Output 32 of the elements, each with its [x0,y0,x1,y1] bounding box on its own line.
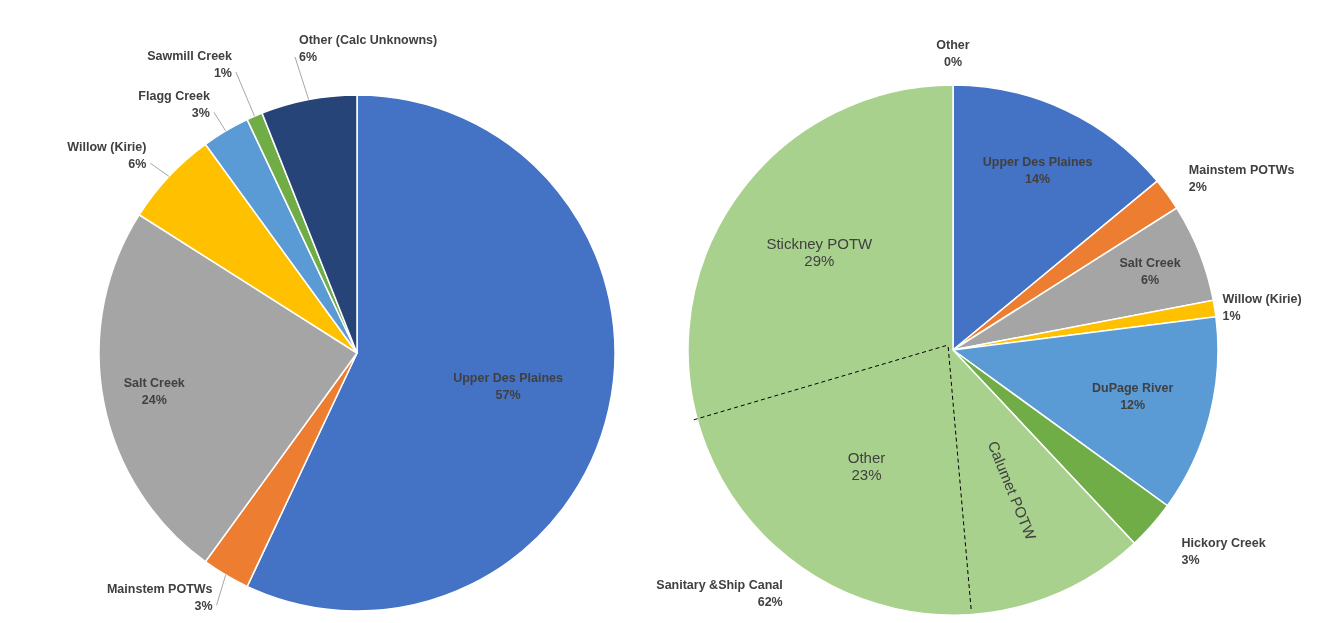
slice-label: Mainstem POTWs [106,581,213,596]
text: 0% [943,54,963,69]
slice-label: Hickory Creek [1181,536,1266,551]
slice-label: Flagg Creek [138,88,210,103]
data-label: 3% [194,598,213,613]
data-label: 6% [1141,273,1160,288]
slice-label: Sanitary &Ship Canal [656,577,783,592]
slice-label: Salt Creek [1119,256,1181,271]
slice-label: Mainstem POTWs [1188,163,1295,178]
data-label: 6% [128,156,147,171]
data-label: 6% [298,50,318,65]
data-label: 2% [1188,180,1207,195]
slice-label: Other (Calc Unknowns) [298,33,438,48]
slice-label: Upper Des Plaines [982,154,1093,169]
slice-label: Sawmill Creek [147,48,233,63]
slice-label: Upper Des Plaines [453,371,563,386]
data-label: 14% [1025,171,1051,186]
text: Stickney POTW 29% [766,234,874,269]
slice-label: Willow (Kirie) [67,139,147,154]
data-label: 1% [213,65,232,80]
slice-label: DuPage River [1092,380,1174,395]
data-label: 3% [1181,553,1200,568]
category-label: Other [936,37,970,52]
data-label: 24% [141,393,167,408]
slice-label: Salt Creek [123,376,185,391]
slice-label: Willow (Kirie) [1222,291,1302,306]
text: Other 23% [847,448,886,483]
data-label: 12% [1120,397,1146,412]
data-label: 57% [495,388,521,403]
data-label: 1% [1222,308,1241,323]
data-label: 3% [191,105,210,120]
data-label: 62% [757,594,783,609]
